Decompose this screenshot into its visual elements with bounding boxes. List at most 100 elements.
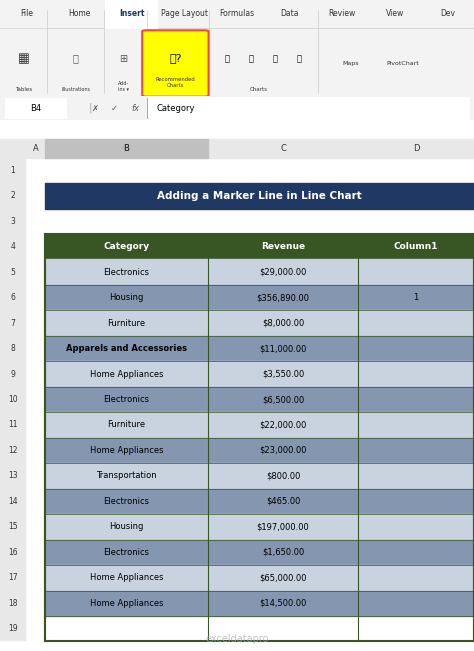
Text: 4: 4 [10,242,16,251]
Text: 16: 16 [8,547,18,557]
Bar [147,97,469,119]
Text: Insert: Insert [119,9,145,18]
Text: Maps: Maps [343,61,359,66]
Text: Home Appliances: Home Appliances [90,599,163,608]
Bar [0,285,26,311]
Text: 8: 8 [10,344,16,353]
Text: 3: 3 [10,217,16,226]
Text: View: View [386,9,404,18]
Bar [5,98,66,118]
Text: B4: B4 [30,104,41,113]
Text: 11: 11 [8,421,18,430]
Bar [0,336,26,361]
Bar [45,311,474,336]
Bar [0,158,26,183]
Bar [0,412,26,437]
Text: Add-
ins ▾: Add- ins ▾ [118,81,129,92]
Text: Page Layout: Page Layout [161,9,208,18]
Text: 🗺: 🗺 [273,54,277,63]
Text: 📈: 📈 [225,54,230,63]
Text: Illustrations: Illustrations [61,87,91,92]
Bar [45,590,474,616]
Text: exceldatapro: exceldatapro [205,635,269,644]
Text: $29,000.00: $29,000.00 [259,268,307,277]
Text: 📊: 📊 [249,54,254,63]
Bar [0,311,26,336]
Text: 19: 19 [8,624,18,633]
Text: B: B [124,144,129,153]
Text: 12: 12 [8,446,18,455]
Text: $6,500.00: $6,500.00 [262,395,304,404]
Text: 6: 6 [10,293,16,302]
Text: 📉: 📉 [296,54,301,63]
Text: ⊞: ⊞ [119,53,128,64]
Text: Furniture: Furniture [108,421,146,430]
Text: $800.00: $800.00 [266,471,301,480]
Bar [45,234,474,641]
Text: $465.00: $465.00 [266,497,301,506]
Bar [45,463,474,489]
Bar [45,437,474,463]
Text: $11,000.00: $11,000.00 [259,344,307,353]
Text: D: D [413,144,419,153]
Text: ▦: ▦ [18,52,29,65]
Bar [0,183,26,208]
Text: Category: Category [156,104,195,113]
Bar [45,183,474,208]
Text: Dev: Dev [440,9,455,18]
Bar [45,234,474,260]
Text: Review: Review [328,9,356,18]
Bar [0,463,26,489]
Bar [0,208,26,234]
Text: Revenue: Revenue [261,242,305,251]
Text: 🖼: 🖼 [73,53,79,64]
Bar [45,489,474,514]
Text: PivotChart: PivotChart [386,61,419,66]
Text: 1: 1 [413,293,419,302]
Text: $197,000.00: $197,000.00 [257,522,310,531]
Text: ✗: ✗ [91,104,98,113]
Text: $22,000.00: $22,000.00 [259,421,307,430]
Text: File: File [20,9,33,18]
Bar [0,616,26,641]
Text: 5: 5 [10,268,16,277]
Text: 17: 17 [8,574,18,582]
Text: Tables: Tables [15,87,32,92]
Text: Transportation: Transportation [96,471,157,480]
Text: Apparels and Accessories: Apparels and Accessories [66,344,187,353]
Text: Category: Category [103,242,150,251]
Text: Housing: Housing [109,293,144,302]
Bar [0,590,26,616]
Text: $8,000.00: $8,000.00 [262,318,304,327]
Bar [45,565,474,590]
Text: Home Appliances: Home Appliances [90,446,163,455]
Text: Furniture: Furniture [108,318,146,327]
Text: Adding a Marker Line in Line Chart: Adding a Marker Line in Line Chart [157,191,362,201]
Text: Electronics: Electronics [103,268,149,277]
Bar [0,387,26,412]
Bar [0,29,47,98]
Text: C: C [280,144,286,153]
Bar [45,540,474,565]
Bar [0,514,26,540]
Text: 13: 13 [8,471,18,480]
Text: Data: Data [281,9,299,18]
Text: $23,000.00: $23,000.00 [259,446,307,455]
Bar [0,260,26,285]
Text: $3,550.00: $3,550.00 [262,370,304,378]
Text: |: | [88,103,92,113]
Bar [45,387,474,412]
Bar [0,437,26,463]
Bar [0,540,26,565]
Text: B: B [124,144,129,153]
Text: 15: 15 [8,522,18,531]
Text: Electronics: Electronics [103,497,149,506]
Bar [45,412,474,437]
Bar [0,234,26,260]
Text: $356,890.00: $356,890.00 [256,293,310,302]
Text: Home Appliances: Home Appliances [90,370,163,378]
Bar [0,361,26,387]
FancyBboxPatch shape [142,31,209,96]
Bar [0,489,26,514]
Text: Formulas: Formulas [219,9,255,18]
